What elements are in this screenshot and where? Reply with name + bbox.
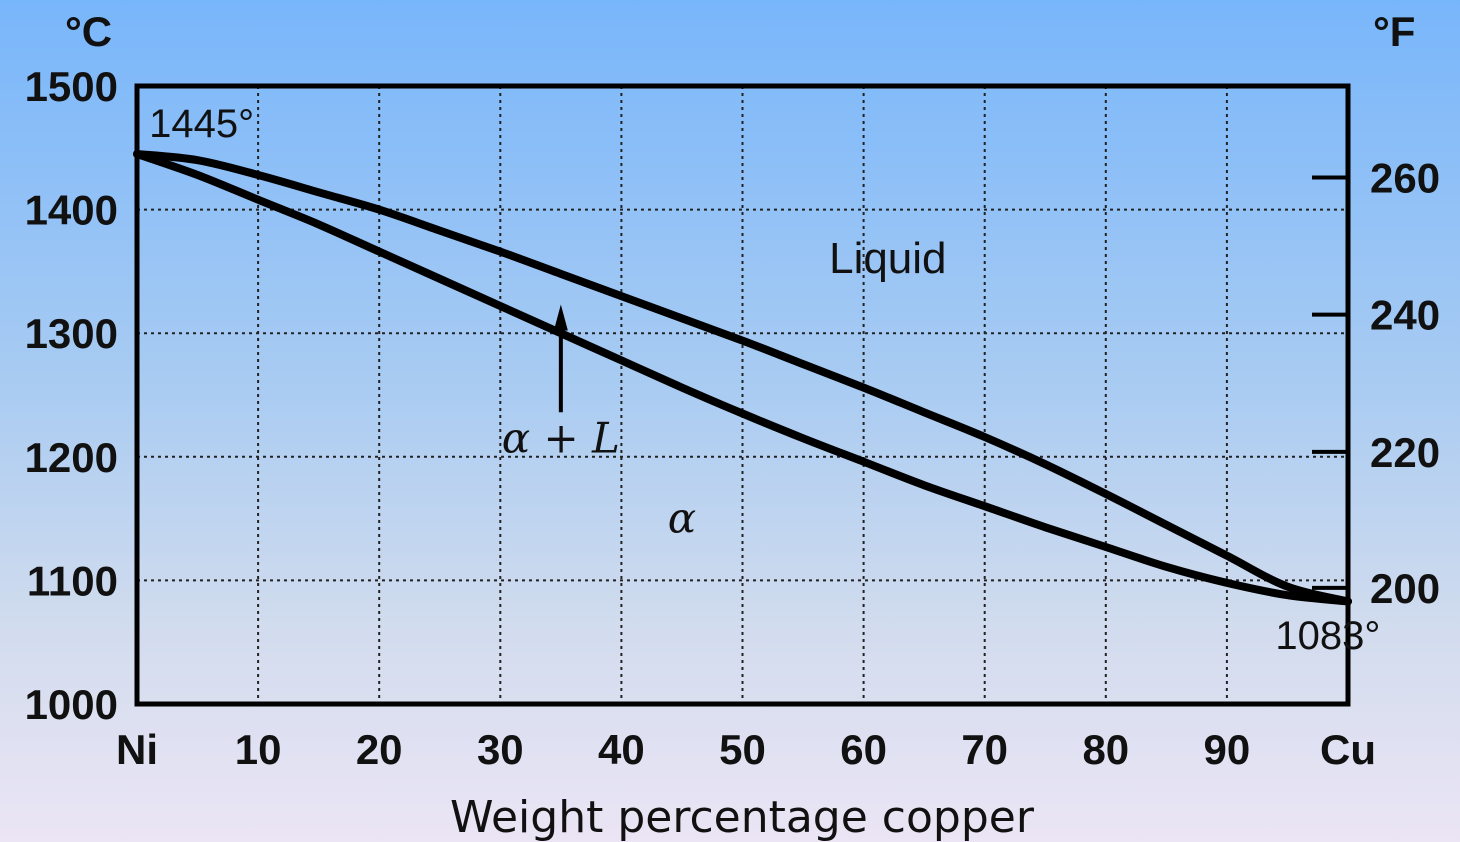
x-tick-label: 50 (719, 726, 766, 773)
y-left-tick-label: 1500 (25, 63, 118, 110)
x-tick-label: 70 (961, 726, 1008, 773)
grid (137, 86, 1348, 704)
annotation-label: α (668, 494, 696, 543)
y-right-tick-label: 200 (1370, 565, 1440, 612)
x-tick-label: 80 (1082, 726, 1129, 773)
x-axis-ticks: Ni 10 20 30 40 50 60 70 80 90 Cu (116, 726, 1376, 773)
x-tick-label: 30 (477, 726, 524, 773)
x-tick-label: Cu (1320, 726, 1376, 773)
plot-frame (134, 83, 1351, 707)
annotations: 1445° 1083° Liquid α + L α (149, 102, 1380, 658)
x-tick-label: 60 (840, 726, 887, 773)
y-axis-left-ticks: 1000 1100 1200 1300 1400 1500 (25, 63, 118, 728)
x-tick-label: 10 (235, 726, 282, 773)
annotation-label: 1445° (149, 102, 254, 146)
y-left-tick-label: 1300 (25, 310, 118, 357)
y-right-tick-label: 240 (1370, 292, 1440, 339)
y-right-tick-label: 260 (1370, 154, 1440, 201)
annotation-label: α + L (502, 413, 620, 462)
y-axis-right-label: °F (1373, 8, 1415, 55)
annotation-label: Liquid (829, 234, 946, 283)
y-left-tick-label: 1200 (25, 434, 118, 481)
y-left-tick-label: 1100 (27, 557, 118, 604)
annotation-label: 1083° (1275, 614, 1380, 658)
y-axis-right-ticks: 200 220 240 260 (1312, 154, 1440, 612)
y-left-tick-label: 1400 (25, 187, 118, 234)
annotation-arrowhead (553, 304, 568, 331)
curves (133, 150, 1352, 606)
y-axis-left-label: °C (65, 8, 112, 55)
y-right-tick-label: 220 (1370, 429, 1440, 476)
x-tick-label: 20 (356, 726, 403, 773)
liquidus-curve (133, 150, 1352, 606)
x-tick-label: 90 (1204, 726, 1251, 773)
y-left-tick-label: 1000 (25, 681, 118, 728)
x-tick-label: Ni (116, 726, 158, 773)
solidus-curve (133, 150, 1352, 606)
x-axis-label: Weight percentage copper (450, 792, 1035, 842)
x-tick-label: 40 (598, 726, 645, 773)
